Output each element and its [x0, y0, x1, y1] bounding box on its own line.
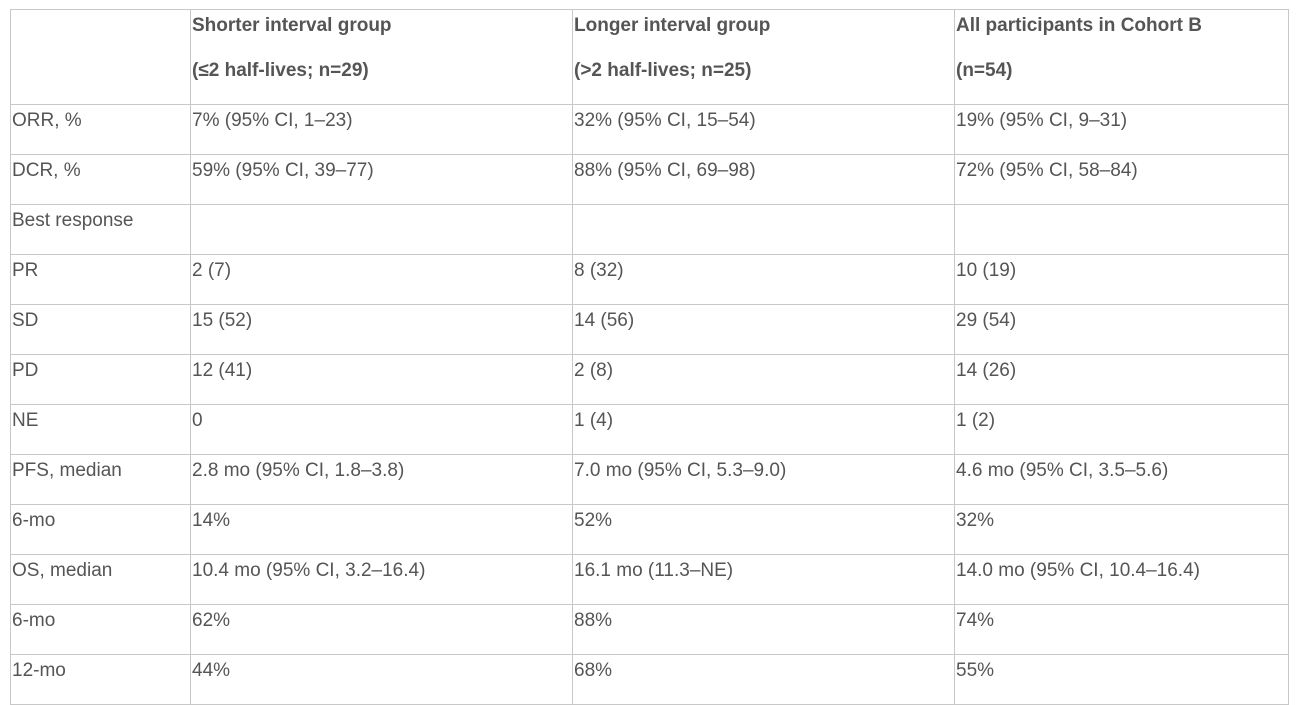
table-cell: 68% [572, 654, 955, 705]
row-label-cell: DCR, % [10, 154, 191, 205]
table-row: PD 12 (41) 2 (8) 14 (26) [10, 354, 1289, 405]
header-line1: All participants in Cohort B [956, 15, 1202, 36]
table-cell: 19% (95% CI, 9–31) [954, 104, 1289, 155]
table-cell: 88% (95% CI, 69–98) [572, 154, 955, 205]
table-cell [954, 204, 1289, 255]
table-cell: 62% [190, 604, 573, 655]
table-cell: 2 (8) [572, 354, 955, 405]
table-cell: 12 (41) [190, 354, 573, 405]
table-cell: 7.0 mo (95% CI, 5.3–9.0) [572, 454, 955, 505]
table-cell: 52% [572, 504, 955, 555]
header-line2: (≤2 half-lives; n=29) [192, 60, 369, 81]
table-row: 6-mo 62% 88% 74% [10, 604, 1289, 655]
table-cell: 29 (54) [954, 304, 1289, 355]
table-cell: 0 [190, 404, 573, 455]
table-cell: 14% [190, 504, 573, 555]
table-cell: 88% [572, 604, 955, 655]
table-cell: 7% (95% CI, 1–23) [190, 104, 573, 155]
header-line1: Shorter interval group [192, 15, 392, 36]
row-label-cell: NE [10, 404, 191, 455]
table-cell: 72% (95% CI, 58–84) [954, 154, 1289, 205]
row-label-cell: ORR, % [10, 104, 191, 155]
table-cell: 2.8 mo (95% CI, 1.8–3.8) [190, 454, 573, 505]
table-cell: 59% (95% CI, 39–77) [190, 154, 573, 205]
table-cell: 8 (32) [572, 254, 955, 305]
row-label-cell: Best response [10, 204, 191, 255]
table-row: Best response [10, 204, 1289, 255]
table-cell: 55% [954, 654, 1289, 705]
table-row: ORR, % 7% (95% CI, 1–23) 32% (95% CI, 15–5… [10, 104, 1289, 155]
row-label-cell: 12-mo [10, 654, 191, 705]
table-row: OS, median 10.4 mo (95% CI, 3.2–16.4) 16.1… [10, 554, 1289, 605]
table-cell [190, 204, 573, 255]
table-row: SD 15 (52) 14 (56) 29 (54) [10, 304, 1289, 355]
table-cell: 16.1 mo (11.3–NE) [572, 554, 955, 605]
results-table: Shorter interval group (≤2 half-lives; n… [10, 9, 1289, 705]
table-cell: 32% (95% CI, 15–54) [572, 104, 955, 155]
header-cell-empty [10, 9, 191, 105]
table-cell: 32% [954, 504, 1289, 555]
table-row: 12-mo 44% 68% 55% [10, 654, 1289, 705]
row-label-cell: SD [10, 304, 191, 355]
row-label-cell: 6-mo [10, 504, 191, 555]
header-line2: (>2 half-lives; n=25) [574, 60, 752, 81]
table-row: NE 0 1 (4) 1 (2) [10, 404, 1289, 455]
table-row: 6-mo 14% 52% 32% [10, 504, 1289, 555]
table-body: ORR, % 7% (95% CI, 1–23) 32% (95% CI, 15–5… [10, 104, 1289, 705]
table-cell: 14 (26) [954, 354, 1289, 405]
table-row: PR 2 (7) 8 (32) 10 (19) [10, 254, 1289, 305]
table-cell: 10.4 mo (95% CI, 3.2–16.4) [190, 554, 573, 605]
table-cell: 2 (7) [190, 254, 573, 305]
table-cell: 44% [190, 654, 573, 705]
table-cell: 14.0 mo (95% CI, 10.4–16.4) [954, 554, 1289, 605]
header-line2: (n=54) [956, 60, 1013, 81]
table-cell: 1 (2) [954, 404, 1289, 455]
header-line1: Longer interval group [574, 15, 771, 36]
table-cell: 14 (56) [572, 304, 955, 355]
row-label-cell: PFS, median [10, 454, 191, 505]
table-cell: 15 (52) [190, 304, 573, 355]
row-label-cell: PR [10, 254, 191, 305]
header-cell-longer-interval: Longer interval group (>2 half-lives; n=… [572, 9, 955, 105]
header-cell-all-participants: All participants in Cohort B (n=54) [954, 9, 1289, 105]
row-label-cell: OS, median [10, 554, 191, 605]
table-row: DCR, % 59% (95% CI, 39–77) 88% (95% CI, 69… [10, 154, 1289, 205]
row-label-cell: 6-mo [10, 604, 191, 655]
table-row: PFS, median 2.8 mo (95% CI, 1.8–3.8) 7.0 m… [10, 454, 1289, 505]
row-label-cell: PD [10, 354, 191, 405]
table-cell: 10 (19) [954, 254, 1289, 305]
table-cell: 74% [954, 604, 1289, 655]
header-row: Shorter interval group (≤2 half-lives; n… [10, 9, 1289, 105]
header-cell-shorter-interval: Shorter interval group (≤2 half-lives; n… [190, 9, 573, 105]
table-cell: 1 (4) [572, 404, 955, 455]
table-cell: 4.6 mo (95% CI, 3.5–5.6) [954, 454, 1289, 505]
table-cell [572, 204, 955, 255]
